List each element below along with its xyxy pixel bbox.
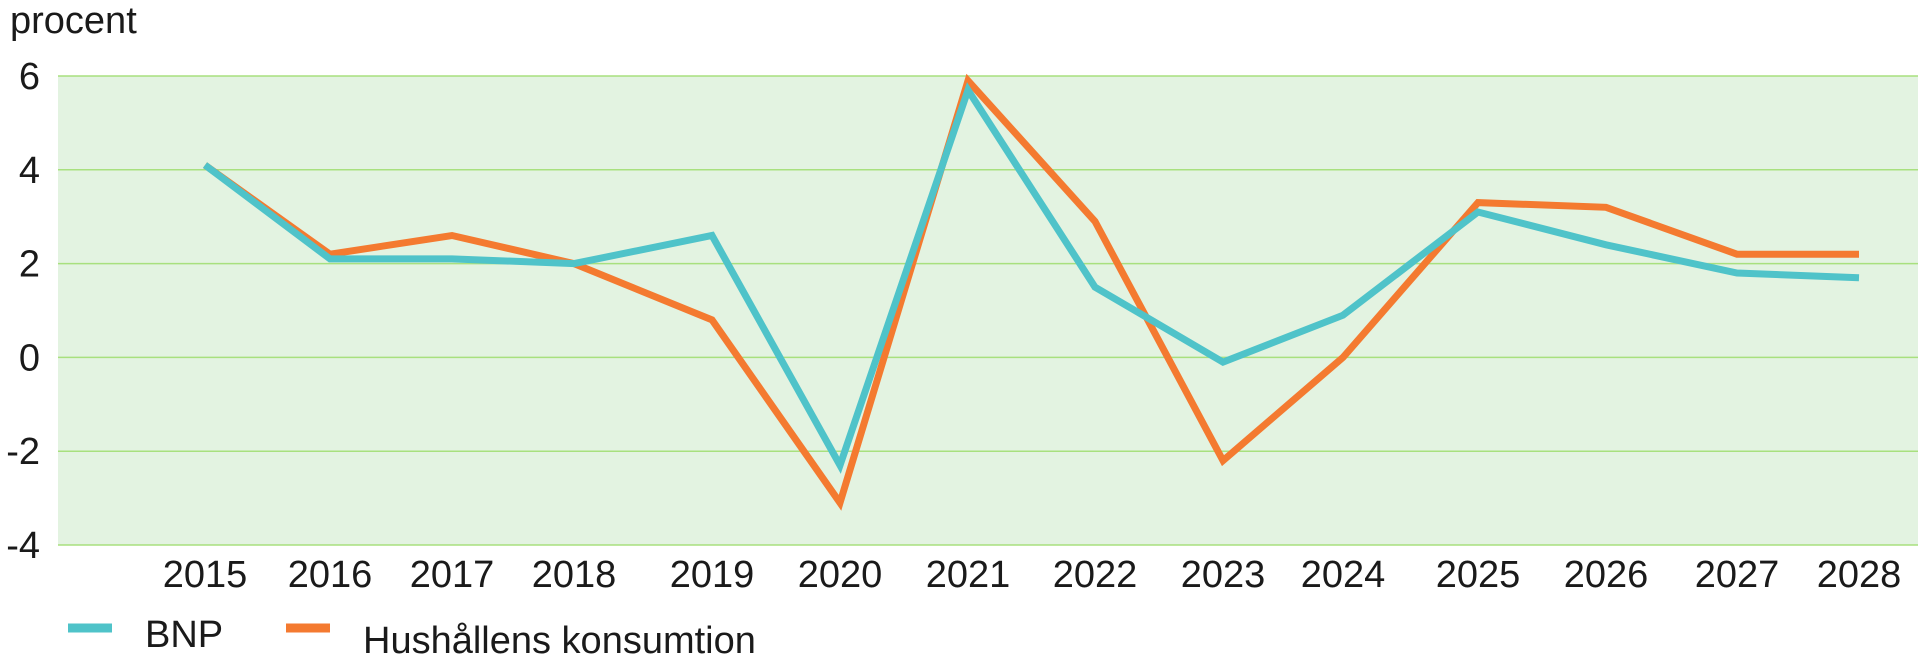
x-tick-label: 2017 (410, 554, 495, 596)
legend: BNP Hushållens konsumtion (68, 614, 756, 662)
x-tick-label: 2020 (798, 554, 883, 596)
y-tick-label: 0 (19, 337, 40, 379)
x-tick-label: 2016 (288, 554, 373, 596)
x-axis-ticks: 2015 2016 2017 2018 2019 2020 2021 2022 2023 2024… (163, 554, 1902, 596)
y-tick-label: -2 (6, 431, 40, 473)
series-line-bnp (202, 82, 1860, 474)
y-axis-ticks: 6 4 2 0 -2 -4 (6, 56, 40, 567)
series-lines (202, 73, 1860, 511)
x-tick-label: 2019 (670, 554, 755, 596)
y-tick-label: 6 (19, 56, 40, 98)
y-tick-label: 2 (19, 244, 40, 286)
gridlines (58, 75, 1918, 546)
legend-label-bnp: BNP (145, 614, 223, 656)
x-tick-label: 2018 (532, 554, 617, 596)
x-tick-label: 2022 (1053, 554, 1138, 596)
x-tick-label: 2023 (1181, 554, 1266, 596)
x-tick-label: 2028 (1817, 554, 1902, 596)
y-axis-unit-label: procent (10, 0, 137, 42)
y-tick-label: -4 (6, 525, 40, 567)
x-tick-label: 2024 (1301, 554, 1386, 596)
x-tick-label: 2025 (1436, 554, 1521, 596)
y-tick-label: 4 (19, 150, 40, 192)
x-tick-label: 2027 (1695, 554, 1780, 596)
plot-area (58, 76, 1918, 545)
series-line-hush-llens-konsumtion (202, 73, 1859, 511)
legend-label-hush-llens-konsumtion: Hushållens konsumtion (363, 620, 756, 662)
x-tick-label: 2015 (163, 554, 248, 596)
x-tick-label: 2021 (926, 554, 1011, 596)
x-tick-label: 2026 (1564, 554, 1649, 596)
